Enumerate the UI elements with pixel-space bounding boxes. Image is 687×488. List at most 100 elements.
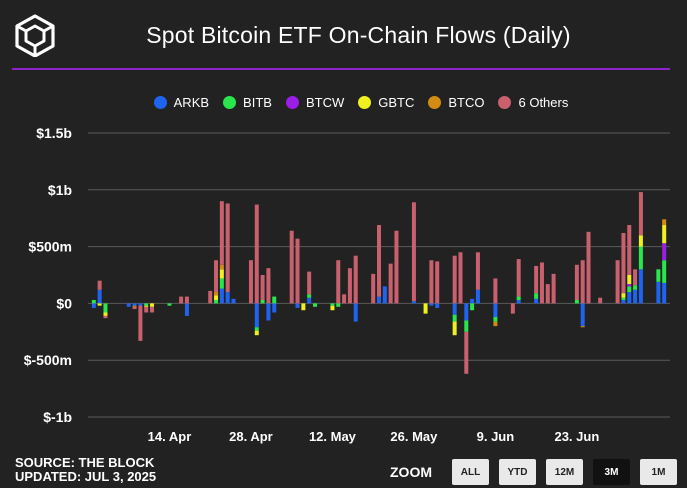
y-tick-label: $1b (48, 182, 72, 198)
bar-6-others (208, 290, 213, 304)
bar-6-others (254, 204, 259, 304)
bar-6-others (307, 271, 312, 295)
bar-arkb (633, 289, 638, 304)
bar-gbtc (330, 305, 335, 311)
legend-dot-icon (223, 96, 237, 109)
bar-bitb (574, 299, 579, 304)
bar-arkb (97, 289, 102, 304)
bar-arkb (580, 303, 585, 327)
bar-gbtc (621, 293, 626, 298)
bar-gbtc (662, 225, 667, 244)
bar-gbtc (638, 235, 643, 247)
bar-arkb (266, 303, 271, 321)
legend-item-gbtc[interactable]: GBTC (358, 95, 414, 110)
bar-arkb (411, 301, 416, 304)
bar-bitb (656, 269, 661, 282)
zoom-button-1m[interactable]: 1M (640, 459, 677, 485)
bar-6-others (638, 192, 643, 236)
bar-bitb (272, 296, 277, 304)
bar-bitb (452, 314, 457, 322)
zoom-button-ytd[interactable]: YTD (499, 459, 536, 485)
y-tick-label: $1.5b (36, 125, 72, 141)
bar-6-others (574, 264, 579, 300)
bar-bitb (307, 294, 312, 298)
bar-btco (662, 219, 667, 226)
bar-arkb (377, 296, 381, 304)
bar-arkb (429, 303, 434, 306)
bar-btco (493, 321, 498, 327)
chart-legend: ARKB BITB BTCW GBTC BTCO 6 Others (0, 95, 687, 110)
bar-6-others (435, 261, 440, 304)
bar-arkb (638, 269, 643, 304)
bar-6-others (214, 260, 219, 293)
bar-gbtc (301, 303, 306, 311)
zoom-button-all[interactable]: ALL (452, 459, 489, 485)
bar-bitb (493, 317, 498, 322)
bar-6-others (516, 259, 521, 297)
bar-6-others (452, 255, 457, 304)
bar-arkb (516, 299, 521, 304)
bar-arkb (534, 298, 539, 304)
bar-bitb (638, 246, 643, 270)
bar-bitb (330, 303, 335, 306)
bar-arkb (621, 299, 626, 304)
bar-bitb (214, 299, 219, 304)
bar-arkb (219, 288, 224, 304)
bar-gbtc (214, 295, 219, 300)
bar-arkb (231, 298, 236, 304)
bar-6-others (580, 260, 585, 304)
bar-6-others (510, 303, 515, 314)
legend-dot-icon (428, 96, 442, 109)
bar-6-others (225, 203, 230, 293)
bar-bitb (91, 299, 96, 304)
zoom-button-3m[interactable]: 3M (593, 459, 630, 485)
y-tick-label: $500m (28, 239, 72, 255)
bar-bitb (516, 296, 521, 300)
bar-btco (219, 264, 224, 270)
bar-arkb (132, 303, 137, 306)
bar-arkb (470, 298, 475, 304)
bar-6-others (388, 263, 393, 304)
legend-item-btco[interactable]: BTCO (428, 95, 484, 110)
bar-bitb (312, 303, 317, 307)
source-text: SOURCE: THE BLOCK (15, 455, 155, 470)
bar-6-others (411, 202, 416, 302)
bar-bitb (219, 278, 224, 289)
bar-gbtc (254, 330, 259, 336)
bar-6-others (219, 201, 224, 265)
bar-arkb (126, 303, 131, 307)
bar-arkb (272, 303, 277, 313)
bar-arkb (493, 303, 498, 318)
y-tick-label: $0 (56, 295, 72, 311)
legend-dot-icon (285, 96, 299, 109)
bar-btco (132, 305, 137, 307)
bar-6-others (534, 265, 539, 294)
bar-6-others (586, 231, 591, 304)
bar-6-others (615, 260, 620, 304)
bar-6-others (260, 275, 265, 300)
bar-6-others (144, 306, 149, 313)
x-tick-label: 26. May (390, 429, 438, 444)
bar-bitb (260, 299, 265, 304)
bar-6-others (429, 260, 434, 304)
legend-item-6-others[interactable]: 6 Others (498, 95, 568, 110)
zoom-button-12m[interactable]: 12M (546, 459, 583, 485)
x-tick-label: 12. May (309, 429, 357, 444)
bar-gbtc (452, 321, 457, 336)
bar-6-others (266, 268, 271, 304)
bar-gbtc (103, 312, 108, 316)
legend-item-btcw[interactable]: BTCW (285, 95, 344, 110)
legend-item-bitb[interactable]: BITB (223, 95, 272, 110)
bar-arkb (662, 282, 667, 304)
bar-6-others (138, 305, 143, 341)
x-tick-label: 9. Jun (477, 429, 515, 444)
legend-label: GBTC (378, 95, 415, 110)
legend-item-arkb[interactable]: ARKB (153, 95, 209, 110)
bar-6-others (551, 273, 556, 304)
bar-btcw (662, 243, 667, 261)
bar-bitb (627, 286, 632, 293)
bar-bitb (167, 303, 172, 306)
bar-arkb (254, 303, 259, 328)
bar-btcw (627, 284, 632, 287)
chart-plot: $1.5b $1b $500m $0 $-500m $-1b 14. Apr 28. Apr 1… (24, 125, 670, 444)
